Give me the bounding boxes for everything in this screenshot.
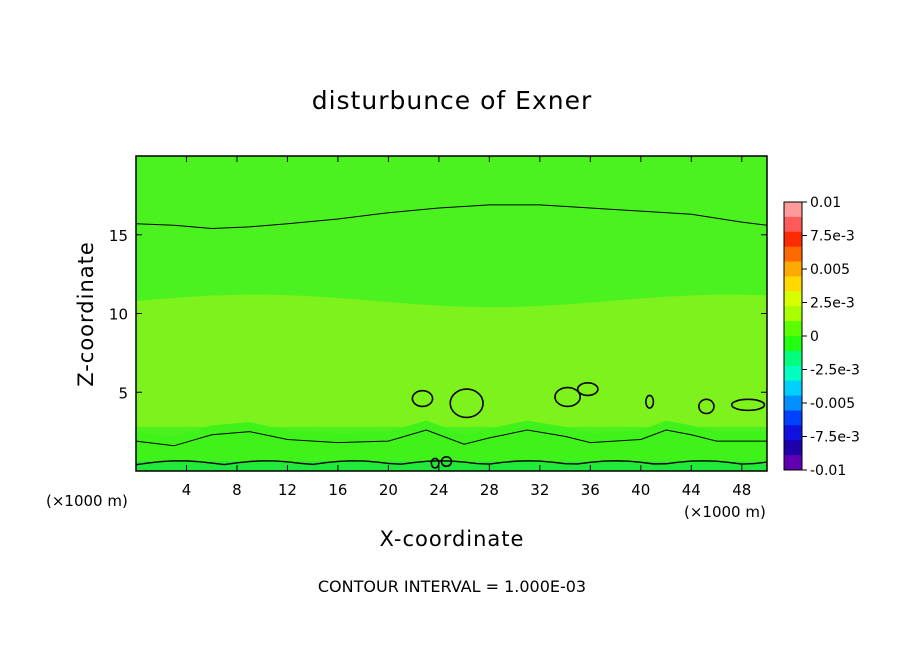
colorbar-swatch	[784, 202, 802, 218]
colorbar-swatch	[784, 321, 802, 337]
x-axis-ticks: 4 8 12 16 20 24 28 32 36 40 44 48	[182, 156, 751, 499]
colorbar-swatch	[784, 336, 802, 352]
y-tick-label: 5	[118, 384, 128, 402]
x-tick-label: 16	[328, 481, 347, 499]
x-tick-label: 48	[732, 481, 751, 499]
colorbar-swatch	[784, 246, 802, 263]
plot-area	[136, 156, 767, 471]
contour-blob-3	[576, 382, 599, 397]
contour-line-upper	[136, 204, 767, 229]
contour-line-bottom	[136, 460, 767, 466]
contour-blob-1	[449, 388, 484, 419]
colorbar: 0.01 7.5e-3 0.005 2.5e-3 0 -2.5e-3 -0.005 -7.5e…	[783, 195, 860, 479]
colorbar-tick-label: 0.005	[810, 262, 850, 278]
colorbar-tick-label: 0	[810, 329, 819, 345]
colorbar-tick-label: -7.5e-3	[810, 430, 860, 446]
y-tick-label: 10	[109, 306, 128, 324]
x-tick-label: 36	[581, 481, 600, 499]
contour-blob-7	[430, 457, 440, 469]
contour-blob-5	[698, 398, 715, 415]
x-unit-right: (×1000 m)	[684, 503, 766, 521]
x-unit-left: (×1000 m)	[46, 492, 128, 510]
x-axis-label: X-coordinate	[379, 527, 525, 551]
y-tick-label: 15	[109, 227, 128, 245]
colorbar-swatch	[784, 425, 802, 441]
x-tick-label: 40	[631, 481, 650, 499]
y-axis-label: Z-coordinate	[74, 241, 98, 387]
x-tick-label: 24	[429, 481, 448, 499]
colorbar-swatch	[784, 291, 802, 307]
colorbar-tick-label: 7.5e-3	[810, 229, 855, 245]
colorbar-tick-label: -0.01	[810, 463, 846, 479]
colorbar-tick-label: 0.01	[810, 195, 841, 211]
colorbar-swatch	[784, 231, 802, 248]
field-mid-band	[136, 294, 767, 427]
y-axis-ticks: 5 10 15	[109, 227, 767, 402]
x-tick-label: 32	[530, 481, 549, 499]
x-tick-label: 28	[480, 481, 499, 499]
colorbar-swatch	[784, 306, 802, 322]
colorbar-swatch	[784, 455, 802, 471]
colorbar-tick-label: -2.5e-3	[810, 363, 860, 379]
x-tick-label: 4	[182, 481, 192, 499]
colorbar-tick-label: -0.005	[810, 396, 855, 412]
contour-line-lower	[136, 429, 767, 447]
x-tick-label: 20	[379, 481, 398, 499]
x-tick-label: 44	[682, 481, 701, 499]
colorbar-swatch	[784, 365, 802, 382]
colorbar-swatch	[784, 395, 802, 411]
colorbar-swatch	[784, 440, 802, 456]
contour-blob-4	[645, 394, 655, 409]
contour-blob-2	[554, 386, 582, 408]
colorbar-swatch	[784, 261, 802, 277]
field-bottom	[136, 461, 767, 471]
contour-blob-6	[730, 398, 766, 412]
colorbar-swatch	[784, 380, 802, 397]
x-tick-label: 12	[278, 481, 297, 499]
contour-blob-0	[411, 389, 434, 408]
x-tick-label: 8	[232, 481, 242, 499]
colorbar-swatch	[784, 216, 802, 233]
colorbar-swatch	[784, 276, 802, 292]
chart-title: disturbunce of Exner	[311, 86, 593, 115]
contour-interval-note: CONTOUR INTERVAL = 1.000E-03	[317, 577, 587, 596]
colorbar-swatch	[784, 350, 802, 367]
colorbar-swatch	[784, 410, 802, 426]
colorbar-tick-label: 2.5e-3	[810, 296, 855, 312]
field-lower-band	[136, 420, 767, 471]
